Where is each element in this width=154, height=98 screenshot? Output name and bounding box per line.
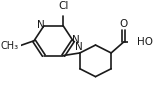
Text: O: O xyxy=(120,19,128,29)
Text: N: N xyxy=(75,42,83,52)
Text: CH₃: CH₃ xyxy=(0,41,18,51)
Text: N: N xyxy=(37,20,45,30)
Text: Cl: Cl xyxy=(58,1,69,11)
Text: N: N xyxy=(72,35,79,45)
Text: HO: HO xyxy=(137,37,153,47)
